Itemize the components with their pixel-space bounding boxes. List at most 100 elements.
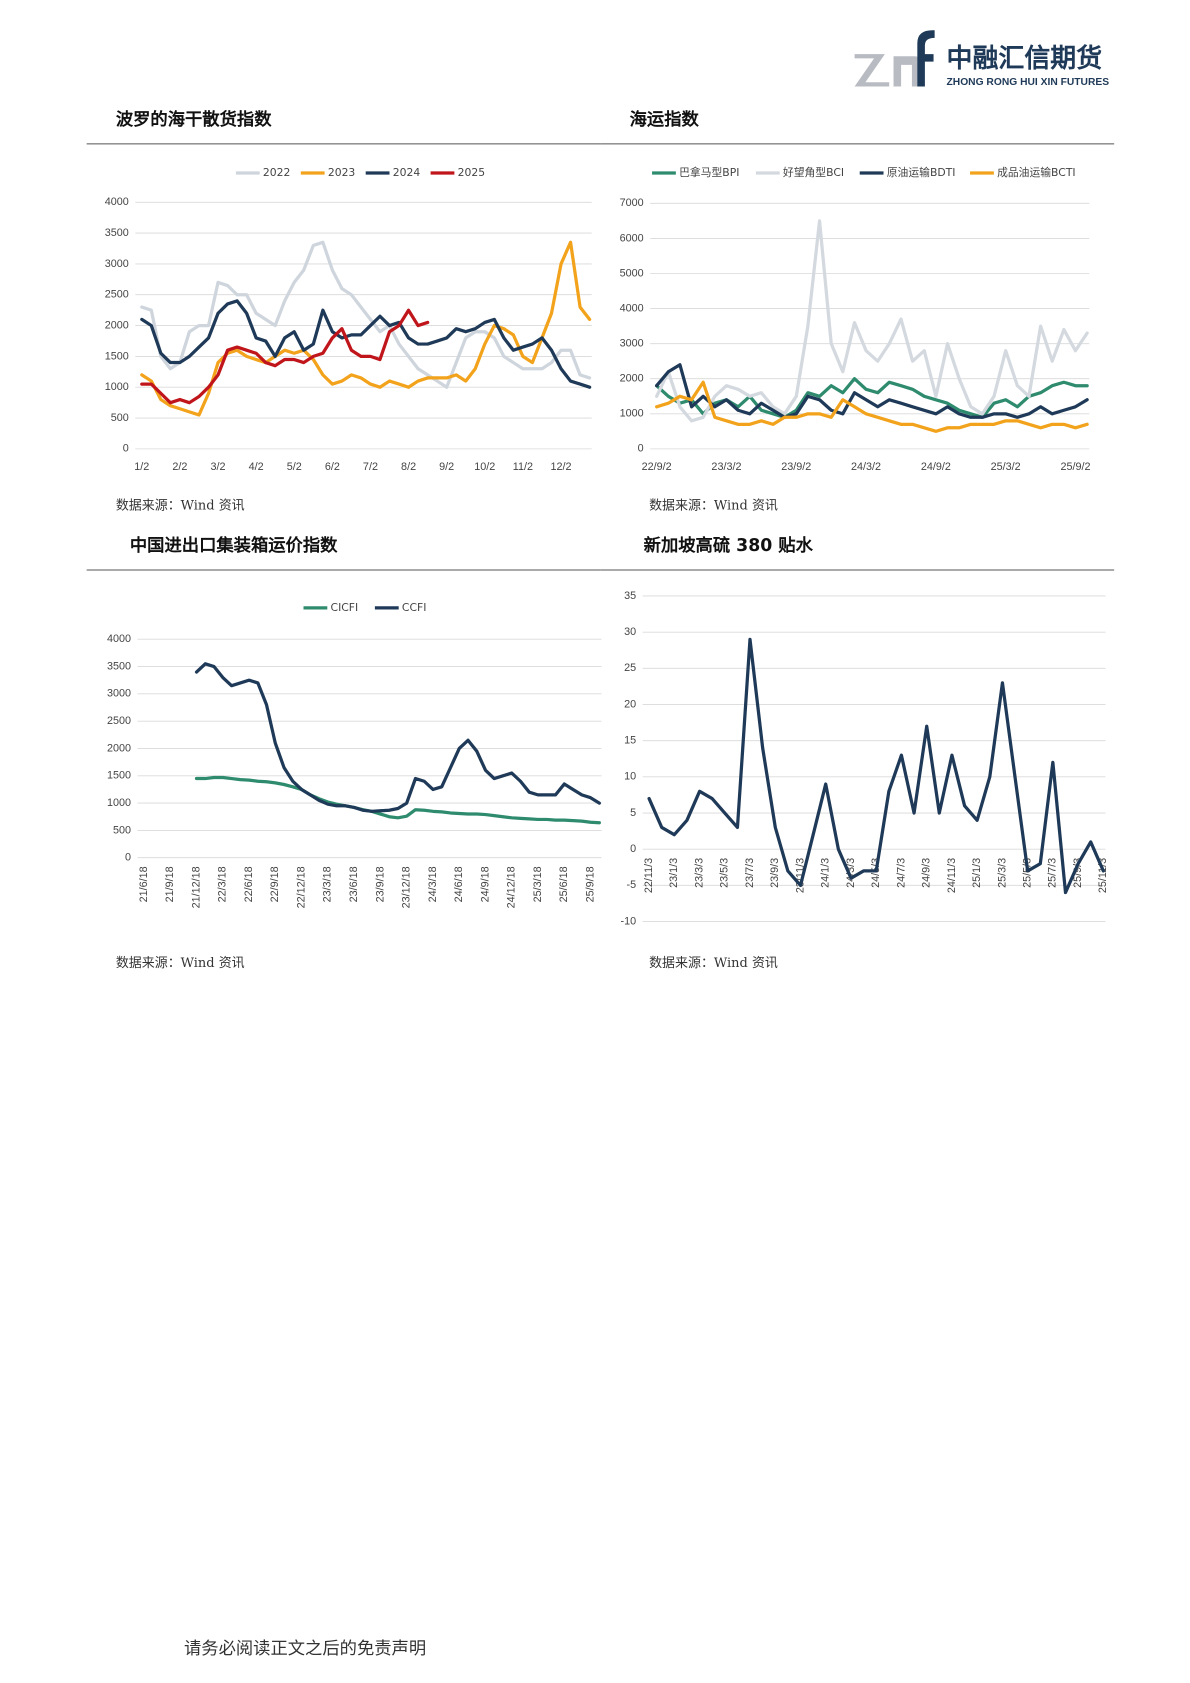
legend-label: CICFI — [331, 601, 359, 614]
x-tick-label: 21/6/18 — [138, 866, 150, 902]
x-tick-label: 25/3/18 — [532, 866, 544, 902]
y-tick-label: 4000 — [105, 196, 129, 208]
y-tick-label: 500 — [113, 824, 131, 836]
y-tick-label: 2000 — [105, 319, 129, 331]
y-tick-label: 10 — [624, 771, 636, 783]
x-tick-label: 22/9/18 — [269, 866, 281, 902]
x-tick-label: 12/2 — [551, 461, 572, 473]
x-tick-label: 22/12/18 — [295, 866, 307, 908]
y-tick-label: 0 — [123, 443, 129, 455]
legend-label: CCFI — [402, 601, 426, 614]
y-tick-label: 2000 — [620, 373, 644, 385]
x-tick-label: 23/12/18 — [401, 866, 413, 908]
company-name: 中融汇信期货 — [947, 43, 1103, 74]
series-line — [140, 308, 430, 405]
legend-label: 好望角型BCI — [783, 165, 844, 179]
legend-item: 2024 — [365, 166, 421, 179]
y-tick-label: 6000 — [620, 232, 644, 244]
x-tick-label: 24/3/3 — [845, 858, 857, 888]
y-tick-label: 5 — [630, 807, 636, 819]
y-tick-label: 1500 — [107, 770, 131, 782]
y-tick-label: 0 — [638, 443, 644, 455]
series-line — [194, 662, 601, 813]
x-tick-label: 24/12/18 — [506, 866, 518, 908]
legend-label: 2025 — [458, 166, 485, 179]
x-tick-label: 25/6/18 — [558, 866, 570, 902]
x-tick-label: 25/5/3 — [1022, 858, 1034, 888]
legend-label: 巴拿马型BPI — [679, 165, 739, 179]
x-tick-label: 25/9/18 — [584, 866, 596, 902]
source-note: 数据来源：Wind 资讯 — [116, 499, 245, 514]
x-tick-label: 24/3/2 — [851, 461, 881, 473]
legend-label: 2024 — [393, 166, 421, 179]
y-tick-label: 3000 — [620, 338, 644, 350]
legend-item: CCFI — [374, 601, 426, 614]
x-tick-label: 24/3/18 — [427, 866, 439, 902]
y-tick-label: 1500 — [105, 350, 129, 362]
x-tick-label: 24/1/3 — [820, 858, 832, 888]
series-line — [647, 637, 1105, 895]
source-note: 数据来源：Wind 资讯 — [649, 499, 778, 514]
x-tick-label: 22/6/18 — [243, 866, 255, 902]
x-tick-label: 11/2 — [513, 461, 533, 473]
y-tick-label: 5000 — [620, 267, 644, 279]
y-tick-label: 15 — [624, 735, 636, 747]
legend-item: CICFI — [303, 601, 359, 614]
y-tick-label: 1000 — [620, 408, 644, 420]
x-tick-label: 2/2 — [172, 461, 187, 473]
x-tick-label: 3/2 — [211, 461, 226, 473]
x-tick-label: 23/9/2 — [781, 461, 811, 473]
logo: 中融汇信期货 ZHONG RONG HUI XIN FUTURES — [854, 30, 1109, 88]
x-tick-label: 23/3/3 — [693, 858, 705, 888]
x-tick-label: 6/2 — [325, 461, 340, 473]
chart-title: 波罗的海干散货指数 — [116, 109, 272, 130]
x-tick-label: 22/11/3 — [643, 858, 655, 893]
legend-label: 2022 — [263, 166, 290, 179]
series-line — [194, 775, 601, 825]
series-line — [655, 219, 1089, 423]
legend-label: 2023 — [328, 166, 355, 179]
x-tick-label: 23/9/3 — [769, 858, 781, 888]
y-tick-label: 4000 — [620, 302, 644, 314]
y-tick-label: 3000 — [107, 688, 131, 700]
legend-item: 原油运输BDTI — [859, 165, 955, 179]
source-note: 数据来源：Wind 资讯 — [649, 956, 778, 971]
x-tick-label: 23/3/18 — [322, 866, 334, 902]
y-tick-label: 20 — [624, 698, 636, 710]
legend-item: 2025 — [430, 166, 485, 179]
legend-item: 成品油运输BCTI — [970, 165, 1076, 179]
x-tick-label: 23/7/3 — [744, 858, 756, 888]
y-tick-label: 1000 — [105, 381, 129, 393]
x-tick-label: 7/2 — [363, 461, 378, 473]
x-tick-label: 25/1/3 — [971, 858, 983, 888]
series-line — [140, 240, 592, 389]
chart-title: 海运指数 — [630, 109, 700, 130]
x-tick-label: 24/9/2 — [921, 461, 951, 473]
x-tick-label: 21/12/18 — [190, 866, 202, 908]
x-tick-label: 24/5/3 — [870, 858, 882, 888]
series-line — [655, 377, 1089, 419]
x-tick-label: 25/3/2 — [991, 461, 1021, 473]
x-tick-label: 5/2 — [287, 461, 302, 473]
chart-title: 新加坡高硫 380 贴水 — [644, 535, 814, 556]
y-tick-label: 0 — [630, 843, 636, 855]
y-tick-label: 25 — [624, 662, 636, 674]
x-tick-label: 4/2 — [249, 461, 264, 473]
x-tick-label: 25/7/3 — [1047, 858, 1059, 888]
x-tick-label: 22/3/18 — [217, 866, 229, 902]
y-tick-label: 1000 — [107, 797, 131, 809]
y-tick-label: 7000 — [620, 197, 644, 209]
y-tick-label: 2500 — [105, 289, 129, 301]
x-tick-label: 23/5/3 — [719, 858, 731, 888]
x-tick-label: 24/6/18 — [453, 866, 465, 902]
x-tick-label: 10/2 — [474, 461, 495, 473]
chart-title: 中国进出口集装箱运价指数 — [130, 535, 338, 556]
legend-label: 成品油运输BCTI — [997, 165, 1076, 179]
y-tick-label: 2000 — [107, 742, 131, 754]
x-tick-label: 25/9/3 — [1072, 858, 1084, 888]
